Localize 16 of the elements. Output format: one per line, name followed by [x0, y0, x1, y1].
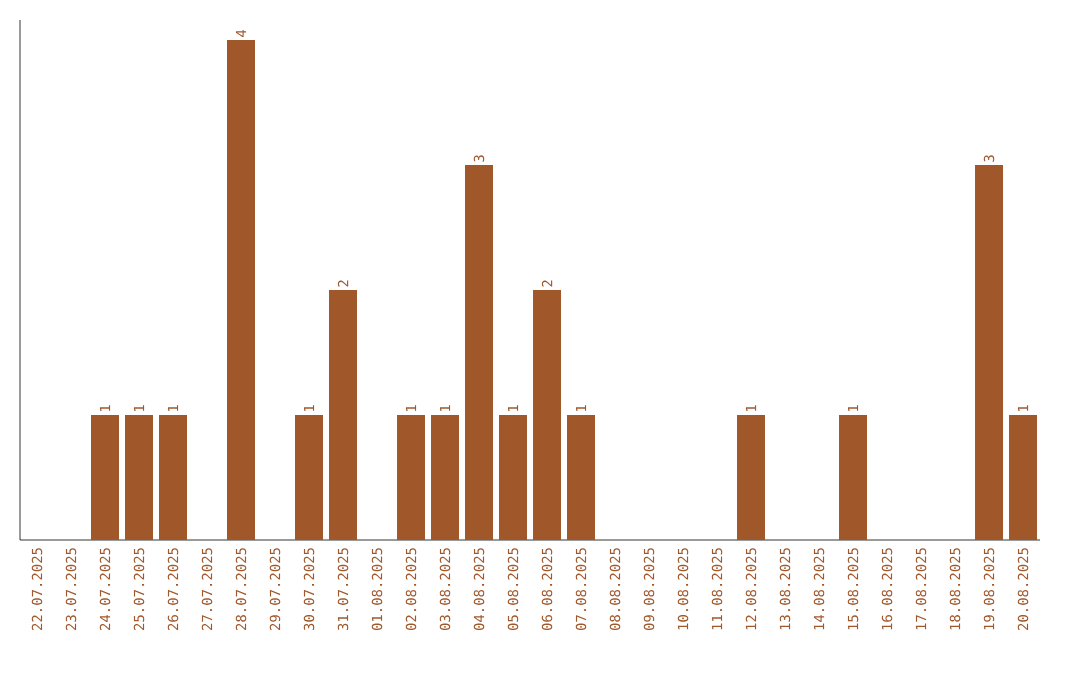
bar — [839, 415, 868, 540]
bar — [567, 415, 596, 540]
bar — [533, 289, 562, 540]
bar — [227, 39, 255, 540]
bar — [465, 164, 494, 540]
bar — [125, 415, 153, 540]
bar — [431, 415, 460, 540]
bar — [397, 415, 426, 540]
bar — [499, 415, 528, 540]
bar — [737, 415, 766, 540]
bar — [329, 289, 358, 540]
bar — [91, 415, 119, 540]
bar — [295, 415, 324, 540]
bar — [1009, 415, 1038, 540]
bar — [975, 164, 1004, 540]
bar — [159, 415, 187, 540]
